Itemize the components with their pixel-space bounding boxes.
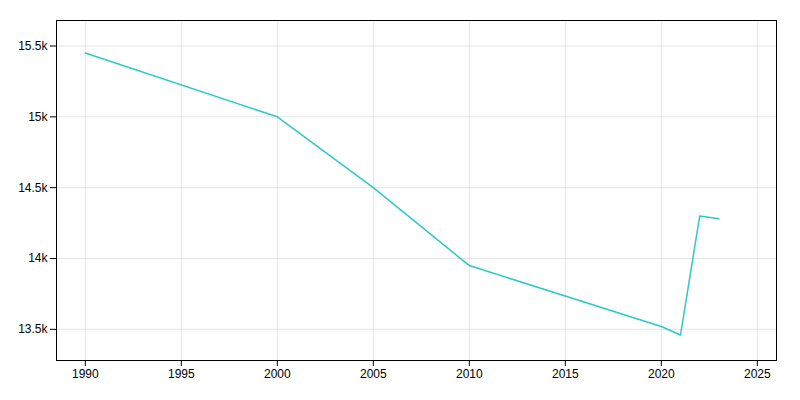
svg-text:15.5k: 15.5k xyxy=(18,39,48,53)
svg-text:2010: 2010 xyxy=(456,367,483,381)
svg-text:14.5k: 14.5k xyxy=(18,181,48,195)
svg-text:2020: 2020 xyxy=(648,367,675,381)
svg-text:1995: 1995 xyxy=(168,367,195,381)
svg-text:2005: 2005 xyxy=(360,367,387,381)
svg-text:15k: 15k xyxy=(28,110,48,124)
svg-text:1990: 1990 xyxy=(72,367,99,381)
svg-text:13.5k: 13.5k xyxy=(18,322,48,336)
svg-text:2015: 2015 xyxy=(552,367,579,381)
svg-text:14k: 14k xyxy=(28,251,48,265)
svg-text:2000: 2000 xyxy=(264,367,291,381)
svg-text:2025: 2025 xyxy=(744,367,771,381)
